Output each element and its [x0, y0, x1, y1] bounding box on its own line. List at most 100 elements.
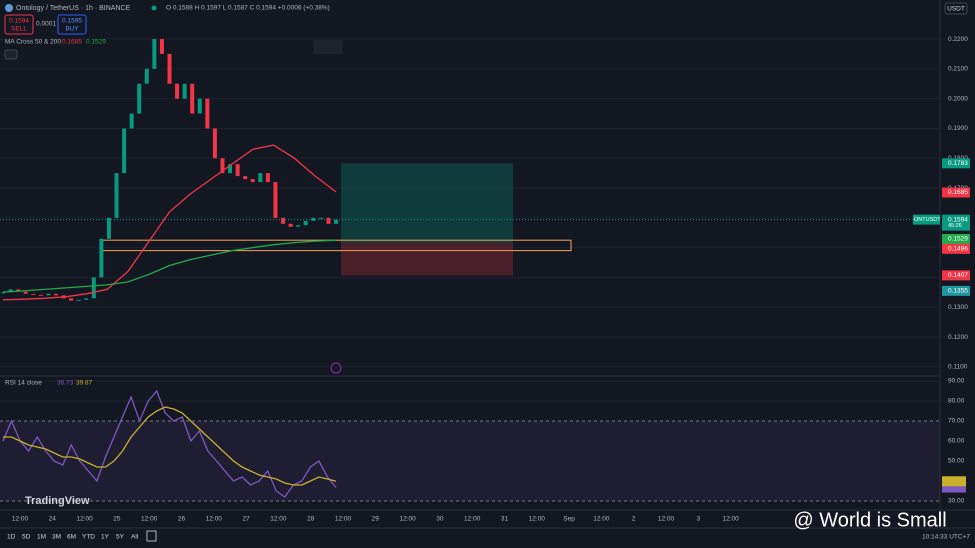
range-button[interactable]: 1D	[7, 534, 16, 541]
series-line	[2, 389, 337, 498]
price-badge-bg	[942, 270, 970, 281]
candle	[46, 293, 51, 296]
x-tick-label: 12:00	[529, 516, 546, 523]
candle	[106, 217, 111, 239]
price-badge-bg	[942, 243, 970, 254]
candle	[311, 217, 316, 221]
range-button[interactable]: 5D	[22, 534, 31, 541]
rsi-badge	[942, 476, 966, 487]
candle	[38, 294, 43, 296]
sell-label[interactable]: SELL	[11, 26, 27, 33]
price-badge-bg	[942, 285, 970, 296]
y-tick-label: 0.1300	[948, 304, 968, 311]
candle	[175, 83, 180, 99]
price-badge-bg	[942, 187, 970, 198]
candle	[303, 220, 308, 226]
range-button[interactable]: 1Y	[101, 534, 110, 541]
goto-date[interactable]	[146, 530, 157, 542]
price-badge: 0.1529	[948, 236, 968, 243]
ohlc: O 0.1588 H 0.1597 L 0.1587 C 0.1594 +0.0…	[166, 5, 330, 12]
symbol-icon	[5, 4, 13, 12]
x-tick-label: 12:00	[141, 516, 158, 523]
y-tick-label: 0.1200	[948, 334, 968, 341]
sell-button[interactable]	[4, 14, 34, 35]
rsi-value: 36.73	[57, 380, 74, 387]
buy-button[interactable]	[57, 14, 87, 35]
clock: 10:14:33 UTC+7	[922, 534, 970, 541]
logo: TradingView	[25, 495, 90, 507]
buy-price[interactable]: 0.1595	[62, 18, 82, 25]
price-badge: 0.1407	[948, 272, 968, 279]
y-tick-label: 80.00	[948, 398, 965, 405]
x-tick-label: 12:00	[658, 516, 675, 523]
range-button[interactable]: YTD	[82, 534, 95, 541]
candle	[265, 173, 270, 183]
y-tick-label: 70.00	[948, 418, 965, 425]
x-tick-label: 12:00	[270, 516, 287, 523]
y-tick-label: 0.1900	[948, 125, 968, 132]
series-line	[2, 144, 337, 301]
event-marker[interactable]	[330, 362, 342, 374]
y-tick-label: 0.2100	[948, 66, 968, 73]
candle	[1, 292, 5, 294]
ma50-value: 0.1685	[62, 39, 82, 46]
candle	[212, 128, 217, 159]
sell-price[interactable]: 0.1594	[9, 18, 29, 25]
rsi-badge	[942, 482, 966, 493]
price-badge-bg	[942, 214, 970, 231]
candle	[122, 128, 127, 174]
stop-zone	[341, 243, 513, 276]
x-tick-label: 29	[372, 516, 380, 523]
x-tick-label: 28	[307, 516, 315, 523]
chart-layer	[0, 38, 940, 502]
symbol-badge-bg	[913, 214, 940, 225]
market-status	[151, 5, 157, 11]
price-badge: 0.1496	[948, 246, 968, 253]
x-tick-label: 12:00	[399, 516, 416, 523]
range-button[interactable]: All	[131, 534, 139, 541]
price-badge-bg	[942, 158, 970, 169]
x-tick-label: Sep	[563, 516, 575, 523]
candle	[235, 164, 240, 177]
x-tick-label: 12:00	[12, 516, 29, 523]
countdown: 45:26	[948, 223, 962, 229]
indicator-name: MA Cross 50 & 200	[5, 39, 61, 46]
candle	[23, 291, 28, 294]
candle	[190, 83, 195, 114]
currency[interactable]: USDT	[947, 6, 965, 13]
y-tick-label: 0.2200	[948, 36, 968, 43]
candle	[288, 223, 293, 227]
collapse-button[interactable]	[4, 49, 18, 60]
range-button[interactable]: 1M	[37, 534, 46, 541]
candle	[129, 113, 134, 129]
ma200-value: 0.1529	[86, 39, 106, 46]
range-button[interactable]: 5Y	[116, 534, 125, 541]
buy-label[interactable]: BUY	[65, 26, 79, 33]
x-tick-label: 26	[178, 516, 186, 523]
candle	[137, 83, 142, 114]
range-button[interactable]: 6M	[67, 534, 76, 541]
candle	[273, 182, 278, 218]
y-tick-label: 90.00	[948, 378, 965, 385]
x-tick-label: 12:00	[593, 516, 610, 523]
series-line	[2, 239, 337, 293]
candle	[91, 277, 96, 299]
x-tick-label: 31	[501, 516, 509, 523]
candle	[258, 173, 263, 183]
watermark: @ World is Small	[793, 509, 946, 531]
range-button[interactable]: 3M	[52, 534, 61, 541]
price-badge-bg	[942, 234, 970, 245]
y-tick-label: 30.00	[948, 498, 965, 505]
currency-button[interactable]	[944, 2, 968, 15]
y-tick-label: 0.1100	[948, 364, 968, 371]
rsi-ma-value: 39.87	[76, 380, 93, 387]
spread: 0.0001	[36, 21, 56, 28]
candle	[334, 219, 338, 224]
x-tick-label: 12:00	[722, 516, 739, 523]
x-tick-label: 2	[632, 516, 636, 523]
candle	[281, 217, 286, 224]
candle	[296, 225, 301, 227]
drawing-toolbar[interactable]	[313, 40, 343, 54]
x-tick-label: 30	[436, 516, 444, 523]
